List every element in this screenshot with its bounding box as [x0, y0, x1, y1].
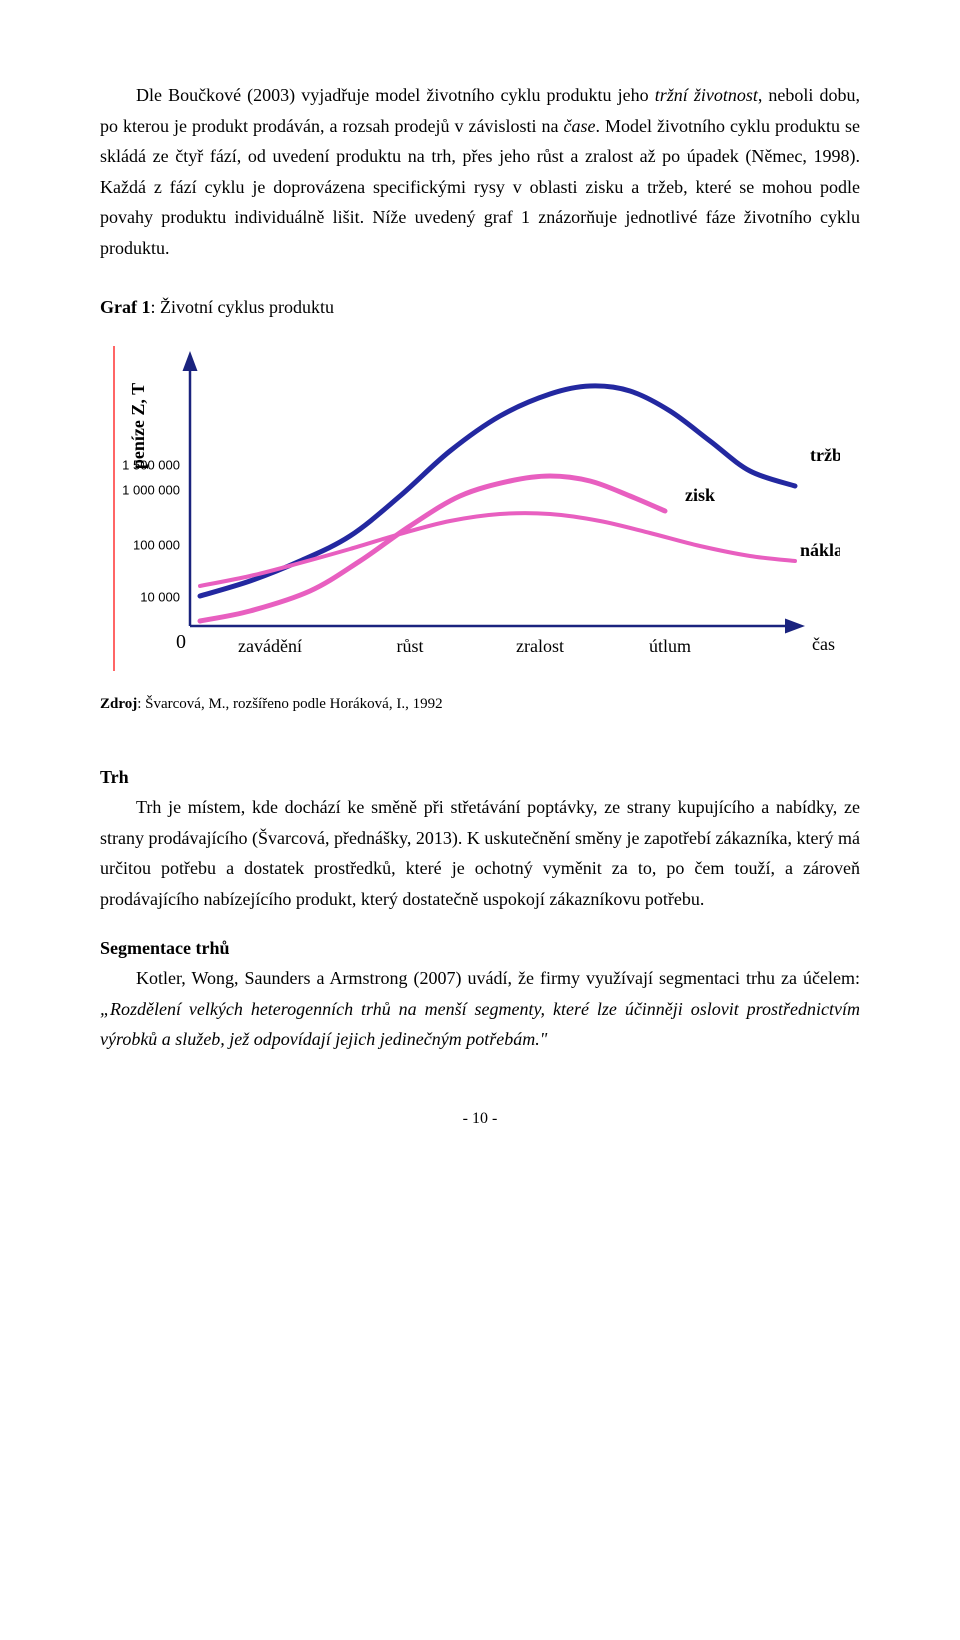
- svg-text:zralost: zralost: [516, 636, 564, 656]
- svg-text:1 000 000: 1 000 000: [122, 483, 180, 498]
- para1-italic2: čase: [564, 116, 596, 136]
- svg-text:růst: růst: [397, 636, 424, 656]
- page-number: - 10 -: [100, 1105, 860, 1132]
- paragraph-intro: Dle Boučkové (2003) vyjadřuje model živo…: [100, 80, 860, 264]
- svg-text:10 000: 10 000: [140, 590, 180, 605]
- svg-text:0: 0: [176, 631, 186, 653]
- svg-text:peníze Z, T: peníze Z, T: [128, 383, 148, 469]
- para1-italic: tržní životnost: [655, 85, 758, 105]
- svg-text:1 500 000: 1 500 000: [122, 458, 180, 473]
- zdroj-text: : Švarcová, M., rozšířeno podle Horáková…: [137, 696, 442, 712]
- graf-label: Graf 1: [100, 297, 150, 317]
- svg-text:zavádění: zavádění: [238, 636, 302, 656]
- svg-text:útlum: útlum: [649, 636, 691, 656]
- seg-para-italic: „Rozdělení velkých heterogenních trhů na…: [100, 999, 860, 1050]
- seg-head: Segmentace trhů: [100, 933, 860, 964]
- zdroj-label: Zdroj: [100, 696, 137, 712]
- svg-text:čas: čas: [812, 634, 835, 654]
- graf-title-rest: : Životní cyklus produktu: [150, 297, 334, 317]
- trh-head: Trh: [100, 762, 860, 793]
- svg-text:náklady: náklady: [800, 540, 840, 560]
- svg-text:100 000: 100 000: [133, 538, 180, 553]
- svg-text:tržby: tržby: [810, 445, 840, 465]
- trh-para: Trh je místem, kde dochází ke směně při …: [100, 792, 860, 914]
- svg-text:zisk: zisk: [685, 485, 715, 505]
- seg-para-a: Kotler, Wong, Saunders a Armstrong (2007…: [136, 968, 860, 988]
- chart-svg: peníze Z, T1 500 000 1 000 000 100 000 10 0…: [100, 336, 840, 676]
- para1-a: Dle Boučkové (2003) vyjadřuje model živo…: [136, 85, 655, 105]
- para1-c: . Model životního cyklu produktu se sklá…: [100, 116, 860, 258]
- seg-para: Kotler, Wong, Saunders a Armstrong (2007…: [100, 963, 860, 1055]
- zdroj-line: Zdroj: Švarcová, M., rozšířeno podle Hor…: [100, 692, 860, 718]
- graf-title: Graf 1: Životní cyklus produktu: [100, 292, 860, 323]
- chart-lifecycle: peníze Z, T1 500 000 1 000 000 100 000 10 0…: [100, 336, 860, 676]
